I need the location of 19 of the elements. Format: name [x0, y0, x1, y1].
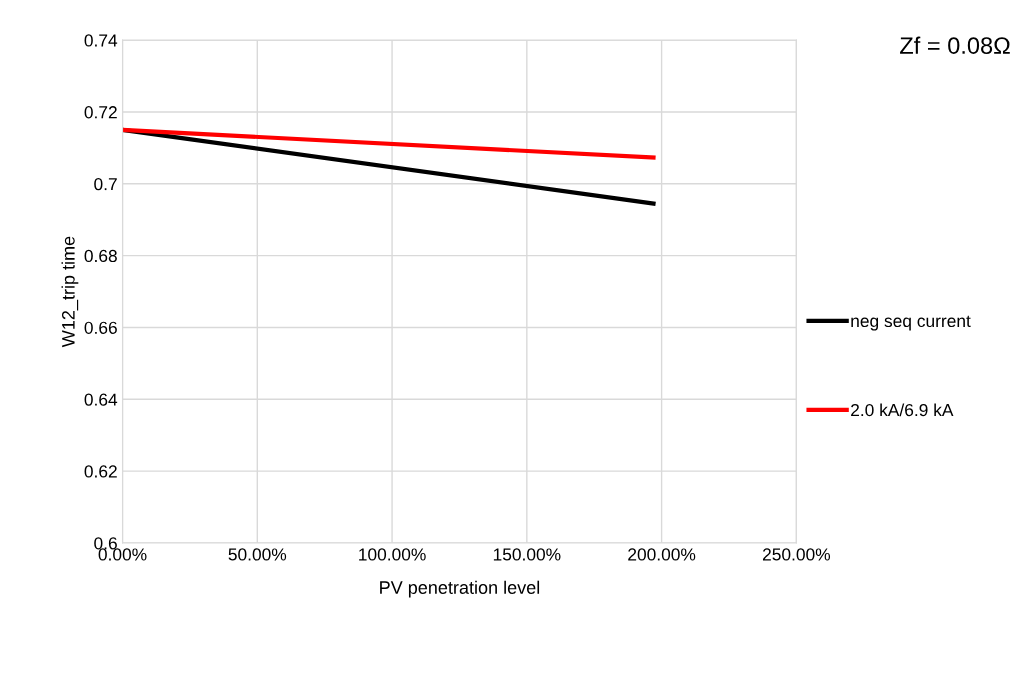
y-axis-title: W12_trip time	[61, 236, 79, 348]
x-tick-label: 50.00%	[228, 548, 287, 561]
y-tick-label: 0.7	[94, 177, 117, 191]
legend-label: neg seq current	[851, 315, 971, 331]
y-tick-label: 0.74	[84, 34, 118, 47]
y-tick-label: 0.62	[84, 465, 117, 478]
x-tick-label: 200.00%	[628, 548, 696, 561]
y-tick-label: 0.72	[84, 106, 117, 119]
x-tick-label: 100.00%	[359, 548, 426, 561]
x-tick-label: 0.00%	[98, 548, 147, 561]
y-tick-label: 0.6	[94, 537, 117, 550]
x-axis-title: PV penetration level	[380, 580, 540, 598]
text: Zf = 0.08Ω	[900, 36, 1010, 54]
y-tick-label: 0.66	[84, 321, 117, 334]
y-tick-label: 0.68	[84, 249, 117, 263]
x-tick-label: 250.00%	[762, 548, 831, 561]
x-tick-label: 150.00%	[493, 548, 561, 561]
y-tick-label: 0.64	[84, 393, 118, 406]
legend-label: 2.0 kA/6.9 kA	[851, 403, 954, 417]
